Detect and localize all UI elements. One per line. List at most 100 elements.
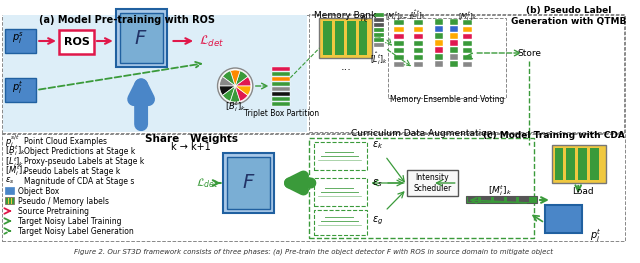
Bar bbox=[323, 21, 332, 55]
Bar bbox=[450, 19, 458, 25]
Text: $\varepsilon_g$: $\varepsilon_g$ bbox=[372, 215, 383, 227]
Text: $[B_i^t]_k$: $[B_i^t]_k$ bbox=[5, 144, 26, 158]
Text: $p_i^t$: $p_i^t$ bbox=[12, 80, 24, 97]
Bar bbox=[223, 153, 275, 213]
Bar bbox=[374, 23, 384, 27]
Bar bbox=[394, 20, 404, 25]
Text: (a) Model Pre-training with ROS: (a) Model Pre-training with ROS bbox=[40, 15, 216, 25]
Wedge shape bbox=[223, 71, 235, 86]
Bar bbox=[308, 138, 534, 238]
Bar bbox=[347, 21, 356, 55]
Bar bbox=[463, 20, 472, 25]
Text: $p_i^s$: $p_i^s$ bbox=[12, 30, 24, 46]
Bar bbox=[374, 18, 384, 22]
Bar bbox=[374, 38, 384, 42]
Bar bbox=[435, 54, 443, 60]
Text: ...: ... bbox=[340, 62, 351, 72]
Bar bbox=[335, 21, 344, 55]
Bar bbox=[413, 20, 423, 25]
Bar bbox=[413, 55, 423, 60]
Bar bbox=[450, 54, 458, 60]
Bar bbox=[494, 197, 504, 202]
Text: $[\hat{L}_i^t]_k$: $[\hat{L}_i^t]_k$ bbox=[410, 8, 427, 22]
Bar bbox=[450, 33, 458, 39]
Text: $[M_i^t]_{k-1}$: $[M_i^t]_{k-1}$ bbox=[385, 8, 413, 22]
Bar bbox=[463, 62, 472, 67]
Bar bbox=[413, 34, 423, 39]
Bar bbox=[273, 87, 290, 91]
Text: $\varepsilon_s$: $\varepsilon_s$ bbox=[5, 176, 14, 186]
Text: $[\hat{L}_i^t]_k$: $[\hat{L}_i^t]_k$ bbox=[371, 50, 388, 68]
Bar bbox=[450, 47, 458, 53]
Bar bbox=[468, 197, 478, 202]
Text: $p_i^{s/t}$: $p_i^{s/t}$ bbox=[5, 133, 20, 149]
Wedge shape bbox=[230, 86, 240, 102]
Bar bbox=[12, 198, 13, 204]
Bar bbox=[394, 55, 404, 60]
Text: Memory Bank: Memory Bank bbox=[314, 12, 376, 21]
Bar bbox=[467, 196, 537, 203]
Bar bbox=[319, 18, 372, 58]
Bar bbox=[463, 41, 472, 46]
Text: $[B_i^t]_k$: $[B_i^t]_k$ bbox=[225, 100, 246, 114]
Wedge shape bbox=[220, 86, 235, 95]
Bar bbox=[413, 48, 423, 53]
Text: Memory Ensemble and Voting: Memory Ensemble and Voting bbox=[390, 95, 504, 104]
Bar bbox=[273, 102, 290, 106]
Text: Pseudo / Memory labels: Pseudo / Memory labels bbox=[18, 196, 109, 205]
Bar bbox=[374, 13, 384, 17]
Text: (b) Pseudo Label
Generation with QTMB: (b) Pseudo Label Generation with QTMB bbox=[511, 6, 626, 26]
Bar bbox=[552, 145, 605, 183]
Bar bbox=[435, 47, 443, 53]
Bar bbox=[394, 27, 404, 32]
Bar bbox=[374, 33, 384, 37]
Bar bbox=[314, 178, 367, 206]
Bar bbox=[5, 29, 36, 53]
Text: $F$: $F$ bbox=[134, 28, 148, 48]
Text: $\varepsilon_k$: $\varepsilon_k$ bbox=[372, 139, 383, 151]
Text: Point Cloud Examples: Point Cloud Examples bbox=[24, 136, 108, 145]
Bar bbox=[308, 14, 624, 132]
Bar bbox=[394, 62, 404, 67]
Bar bbox=[394, 48, 404, 53]
Bar bbox=[435, 19, 443, 25]
Text: Curriculum Data Augmentation: Curriculum Data Augmentation bbox=[351, 129, 492, 138]
Bar bbox=[394, 34, 404, 39]
Bar bbox=[566, 148, 575, 180]
Wedge shape bbox=[220, 77, 235, 86]
Text: Store: Store bbox=[517, 48, 541, 58]
Bar bbox=[116, 9, 166, 67]
Bar bbox=[435, 26, 443, 32]
Bar bbox=[578, 148, 587, 180]
Bar bbox=[481, 197, 491, 202]
Bar bbox=[435, 40, 443, 46]
Text: Figure 2. Our ST3D framework consists of three phases: (a) Pre-train the object : Figure 2. Our ST3D framework consists of… bbox=[74, 249, 553, 255]
Text: Share   Weights: Share Weights bbox=[145, 134, 237, 144]
Bar bbox=[435, 61, 443, 67]
Text: $p_i^t$: $p_i^t$ bbox=[590, 227, 602, 244]
Bar bbox=[520, 197, 529, 202]
Text: Intensity
Scheduler: Intensity Scheduler bbox=[413, 173, 451, 193]
Text: $\mathcal{L}_{det}$: $\mathcal{L}_{det}$ bbox=[196, 176, 219, 190]
Text: $\varepsilon_s$: $\varepsilon_s$ bbox=[372, 177, 383, 189]
Bar bbox=[507, 197, 516, 202]
Text: $F$: $F$ bbox=[242, 174, 255, 193]
Text: Object Predictions at Stage k: Object Predictions at Stage k bbox=[24, 146, 136, 155]
Wedge shape bbox=[230, 70, 240, 86]
Text: Target Noisy Label Generation: Target Noisy Label Generation bbox=[18, 226, 133, 235]
Bar bbox=[273, 67, 290, 71]
Bar bbox=[545, 205, 582, 233]
Bar bbox=[273, 77, 290, 81]
Bar bbox=[358, 21, 367, 55]
Bar bbox=[450, 26, 458, 32]
Bar bbox=[314, 142, 367, 170]
Bar bbox=[3, 15, 307, 132]
Text: ROS: ROS bbox=[63, 37, 90, 47]
Wedge shape bbox=[235, 71, 248, 86]
Text: $\mathcal{L}_{det}$: $\mathcal{L}_{det}$ bbox=[199, 33, 225, 49]
Bar bbox=[463, 48, 472, 53]
Bar bbox=[5, 187, 13, 194]
Bar bbox=[2, 15, 625, 133]
Bar bbox=[413, 62, 423, 67]
Bar bbox=[9, 198, 11, 204]
